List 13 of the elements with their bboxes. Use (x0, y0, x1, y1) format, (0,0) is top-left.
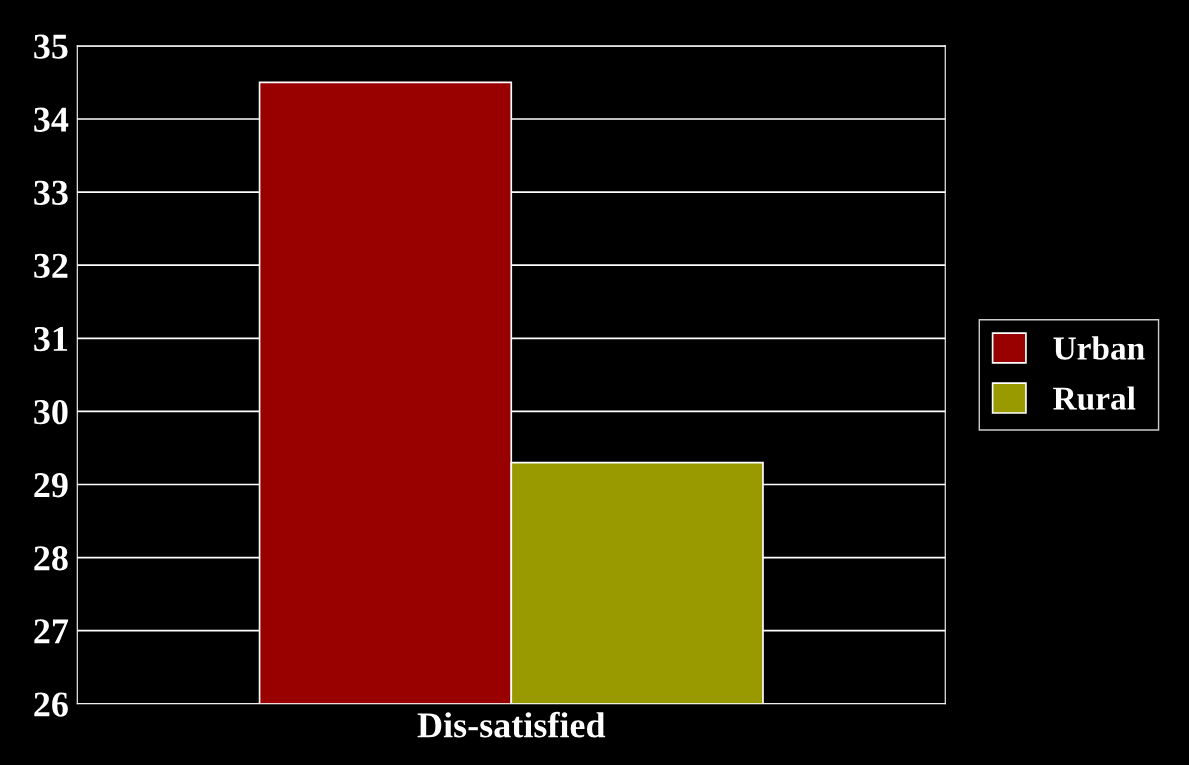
y-tick-label: 31 (34, 326, 68, 352)
y-tick-label: 30 (34, 399, 68, 425)
y-tick-label: 29 (34, 473, 68, 498)
y-tick-label: 28 (34, 546, 68, 571)
y-tick-label: 33 (34, 180, 68, 205)
y-tick-label: 35 (34, 34, 68, 59)
x-tick-label: Dis-satisfied (417, 711, 606, 738)
y-tick-label: 34 (34, 107, 69, 132)
y-tick-label: 27 (34, 619, 69, 644)
y-tick-label: 32 (34, 253, 68, 279)
legend-label: Rural (1053, 386, 1136, 410)
y-tick-label: 26 (34, 692, 68, 717)
legend-label: Urban (1053, 336, 1145, 360)
